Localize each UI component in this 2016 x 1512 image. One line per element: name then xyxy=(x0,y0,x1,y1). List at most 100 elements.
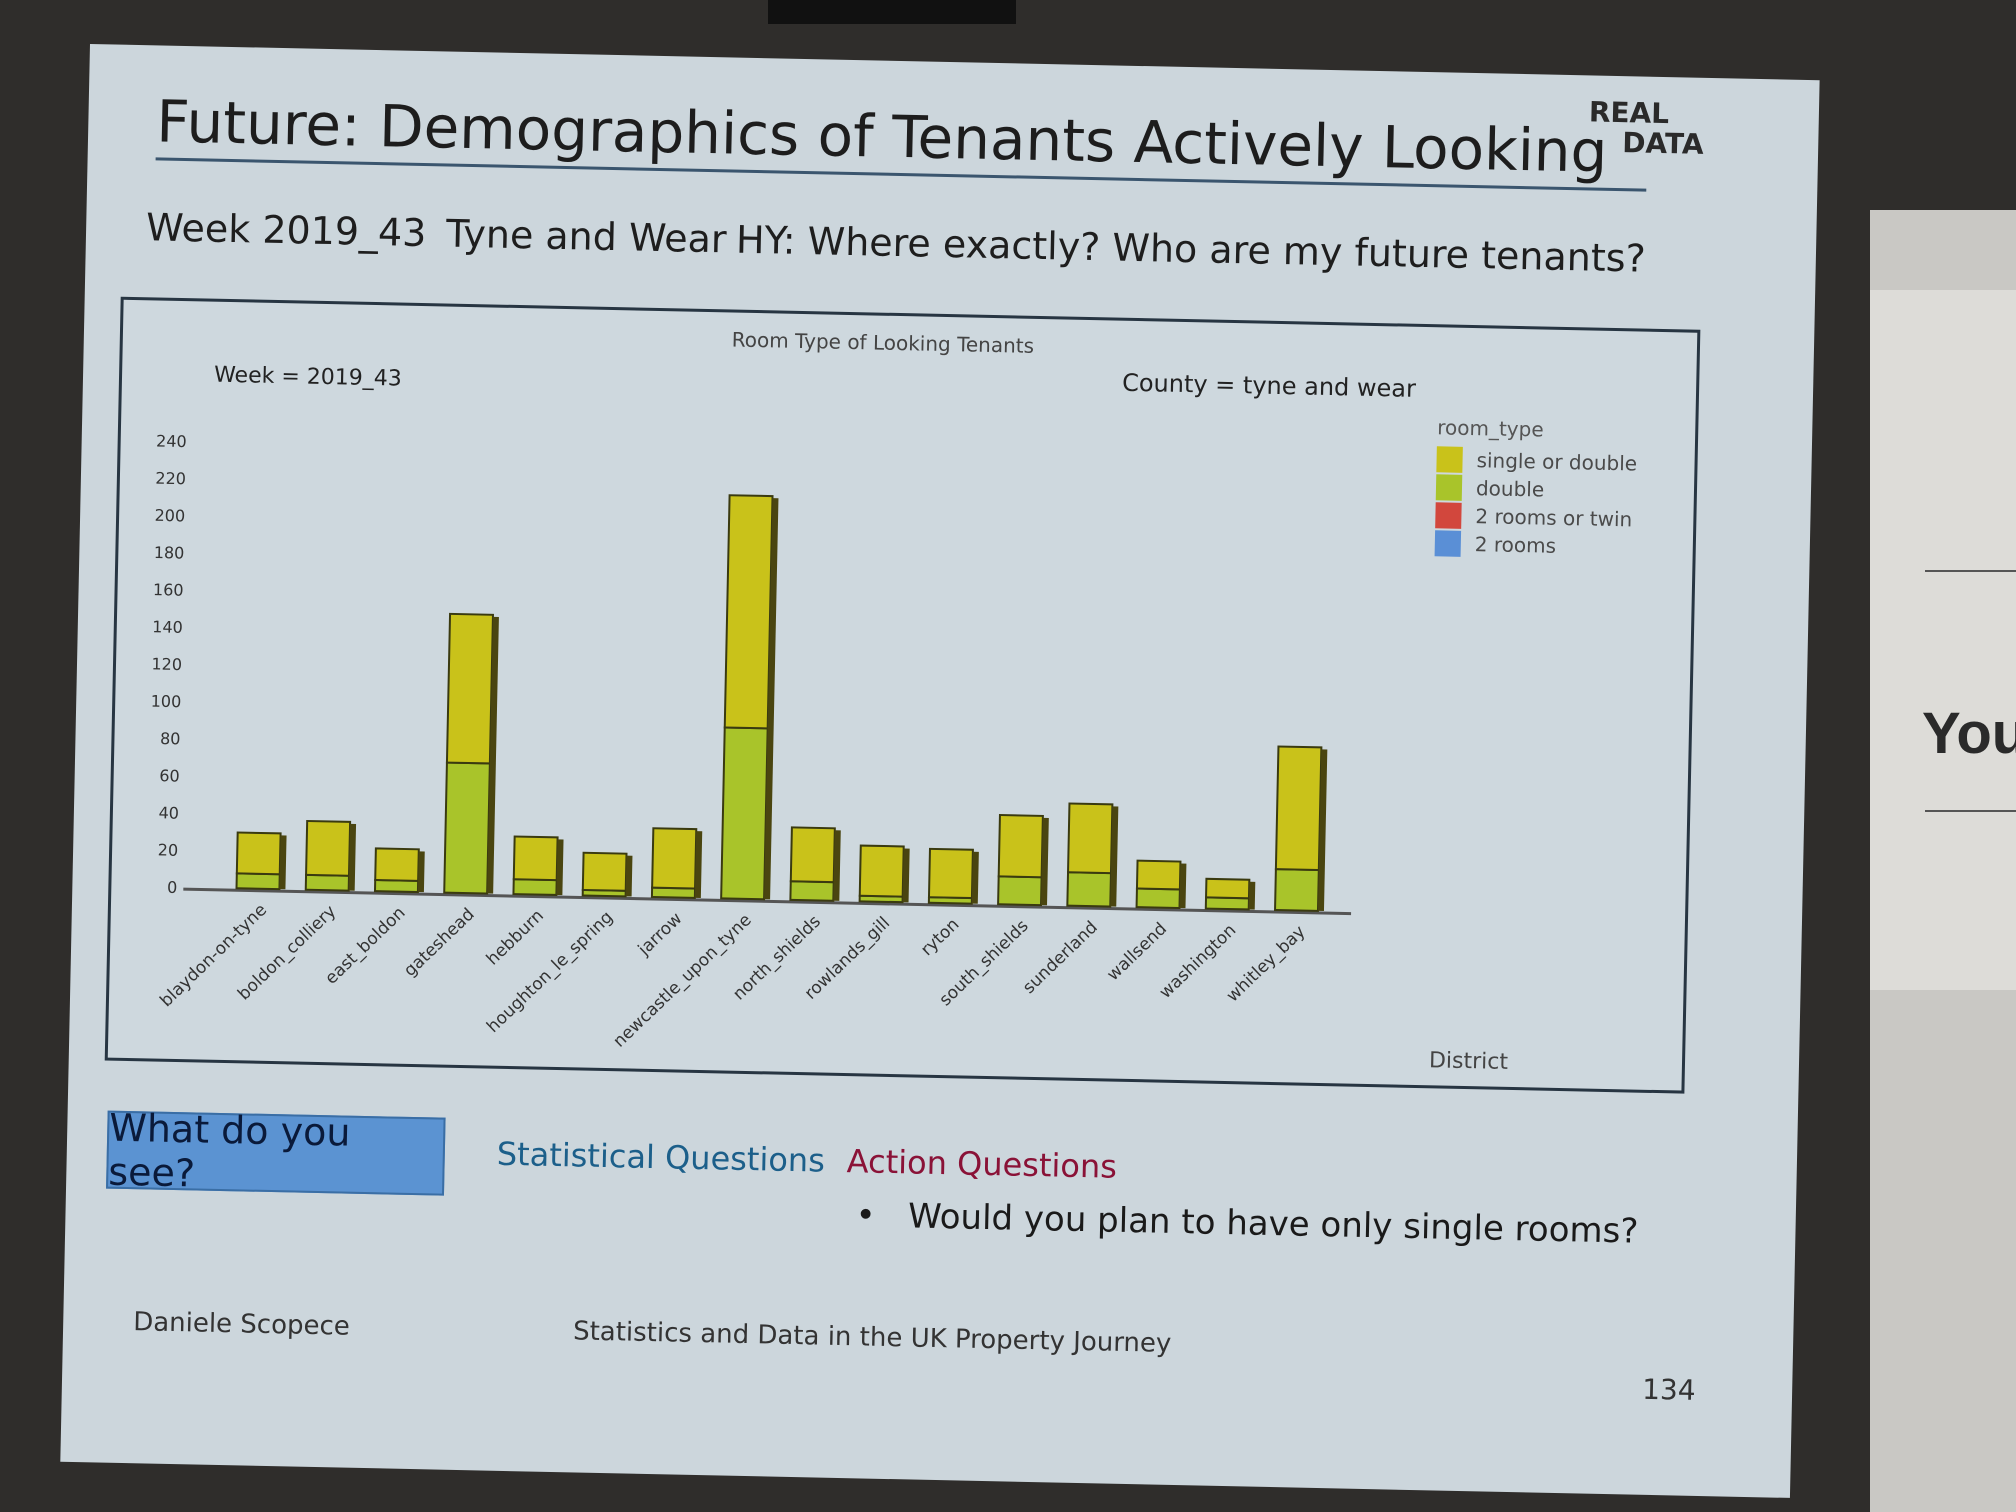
legend: room_type single or double double 2 room… xyxy=(1434,415,1638,561)
y-tick-label: 80 xyxy=(160,729,181,748)
bar-segment xyxy=(997,814,1044,879)
legend-item-double: double xyxy=(1435,473,1637,505)
y-axis: 0 20 40 60 80 100 120 140 160 180 200 220 240 xyxy=(151,431,1352,916)
bar-segment xyxy=(1274,868,1320,912)
legend-label: double xyxy=(1475,476,1545,502)
x-tick-label: ryton xyxy=(917,915,963,961)
brand-logo: REAL DATA xyxy=(1588,95,1705,161)
bar-segment xyxy=(374,847,420,882)
page-number: 134 xyxy=(1641,1372,1696,1407)
panel-week-label: Week = 2019_43 xyxy=(214,363,402,392)
bar-depth-edge xyxy=(833,830,841,901)
bar-segment xyxy=(927,847,974,900)
bar-segment xyxy=(1067,802,1114,875)
legend-swatch xyxy=(1435,474,1463,501)
bar-segment xyxy=(789,880,835,902)
bar-segment xyxy=(997,875,1043,907)
bar-depth-edge xyxy=(1179,863,1187,909)
chart-frame: Room Type of Looking Tenants Week = 2019… xyxy=(104,296,1701,1094)
presentation-slide: Future: Demographics of Tenants Actively… xyxy=(60,44,1820,1498)
bar-segment xyxy=(581,851,628,892)
bar-depth-edge xyxy=(556,839,564,896)
bar-depth-edge xyxy=(417,851,425,893)
legend-label: 2 rooms xyxy=(1474,532,1557,558)
bar-segment xyxy=(235,831,282,876)
y-tick-label: 160 xyxy=(153,580,184,600)
legend-label: 2 rooms or twin xyxy=(1475,504,1633,532)
y-tick-label: 140 xyxy=(152,617,183,637)
bar-depth-edge xyxy=(902,848,910,903)
bullet-marker: • xyxy=(855,1195,909,1237)
x-tick-label: newcastle_upon_tyne xyxy=(609,910,755,1051)
week-label: Week 2019_43 xyxy=(145,205,427,256)
bar-segment xyxy=(858,844,905,898)
legend-title: room_type xyxy=(1437,415,1544,442)
y-tick-label: 40 xyxy=(158,803,179,822)
y-tick-label: 180 xyxy=(154,543,185,563)
bar-depth-edge xyxy=(1317,749,1328,912)
y-tick-label: 100 xyxy=(151,692,182,712)
footer-author: Daniele Scopece xyxy=(132,1307,351,1342)
bar-segment xyxy=(723,494,774,730)
bar-segment xyxy=(235,872,281,891)
bar-depth-edge xyxy=(971,851,979,904)
bar-segment xyxy=(1066,871,1112,908)
y-tick-label: 0 xyxy=(167,878,178,897)
action-question-bullet: • Would you plan to have only single roo… xyxy=(855,1195,1639,1251)
poster-rule-top xyxy=(1925,570,2016,572)
bar-segment xyxy=(720,726,769,901)
bar-depth-edge xyxy=(1110,806,1119,907)
x-tick-label: gateshead xyxy=(400,904,479,980)
question-label: HY: Where exactly? Who are my future ten… xyxy=(735,217,1647,281)
legend-label: single or double xyxy=(1476,448,1638,476)
x-axis-baseline xyxy=(183,887,1352,916)
y-tick-label: 20 xyxy=(158,840,179,859)
bar-depth-edge xyxy=(625,855,633,897)
y-tick-label: 120 xyxy=(151,654,182,674)
brand-line-2: DATA xyxy=(1621,126,1704,161)
bullet-text: Would you plan to have only single rooms… xyxy=(907,1196,1639,1252)
slide-title: Future: Demographics of Tenants Actively… xyxy=(155,87,1649,192)
bar-segment xyxy=(512,835,559,882)
poster-panel: You xyxy=(1870,290,2016,990)
bar-depth-edge xyxy=(764,498,779,900)
legend-swatch xyxy=(1434,530,1462,557)
bar-segment xyxy=(512,878,558,896)
legend-swatch xyxy=(1436,446,1463,473)
x-tick-label: wallsend xyxy=(1103,919,1171,985)
x-tick-label: jarrow xyxy=(634,909,687,961)
what-do-you-see-button[interactable]: What do you see? xyxy=(106,1106,446,1196)
bar-segment xyxy=(443,761,491,895)
legend-item-single-or-double: single or double xyxy=(1436,445,1637,477)
action-questions-link[interactable]: Action Questions xyxy=(846,1142,1118,1186)
stacked-bar-chart: Room Type of Looking Tenants Week = 2019… xyxy=(151,328,1509,1075)
x-axis-title: District xyxy=(1429,1048,1509,1075)
bar-depth-edge xyxy=(348,823,357,891)
legend-swatch xyxy=(1435,502,1462,529)
poster-text: You xyxy=(1922,701,2016,766)
bar-segment xyxy=(445,612,494,765)
x-tick-label: hebburn xyxy=(483,906,548,970)
bar-segment xyxy=(1204,896,1250,911)
brand-line-1: REAL xyxy=(1588,95,1670,131)
bar-segment xyxy=(789,826,836,884)
projector-mount xyxy=(768,0,1016,24)
statistical-questions-link[interactable]: Statistical Questions xyxy=(496,1134,826,1180)
panel-county-label: County = tyne and wear xyxy=(1122,369,1416,403)
y-tick-label: 220 xyxy=(155,469,186,489)
bar-segment xyxy=(304,873,351,892)
x-axis-tick-labels: blaydon-on-tyneboldon_collieryeast_boldo… xyxy=(156,900,1309,1051)
background-poster: You xyxy=(1870,210,2016,1512)
bar-segment xyxy=(373,878,420,894)
bar-depth-edge xyxy=(1041,817,1049,906)
bar-segment xyxy=(1205,877,1251,900)
region-label: Tyne and Wear xyxy=(445,211,728,262)
bar-segment xyxy=(305,819,352,877)
bar-depth-edge xyxy=(1248,881,1256,910)
bar-depth-edge xyxy=(694,831,703,898)
x-tick-label: houghton_le_spring xyxy=(483,907,617,1037)
bar-segment xyxy=(1274,745,1323,872)
legend-item-2-rooms-or-twin: 2 rooms or twin xyxy=(1435,501,1636,533)
footer-title: Statistics and Data in the UK Property J… xyxy=(572,1316,1172,1359)
poster-rule-bottom xyxy=(1925,810,2016,812)
